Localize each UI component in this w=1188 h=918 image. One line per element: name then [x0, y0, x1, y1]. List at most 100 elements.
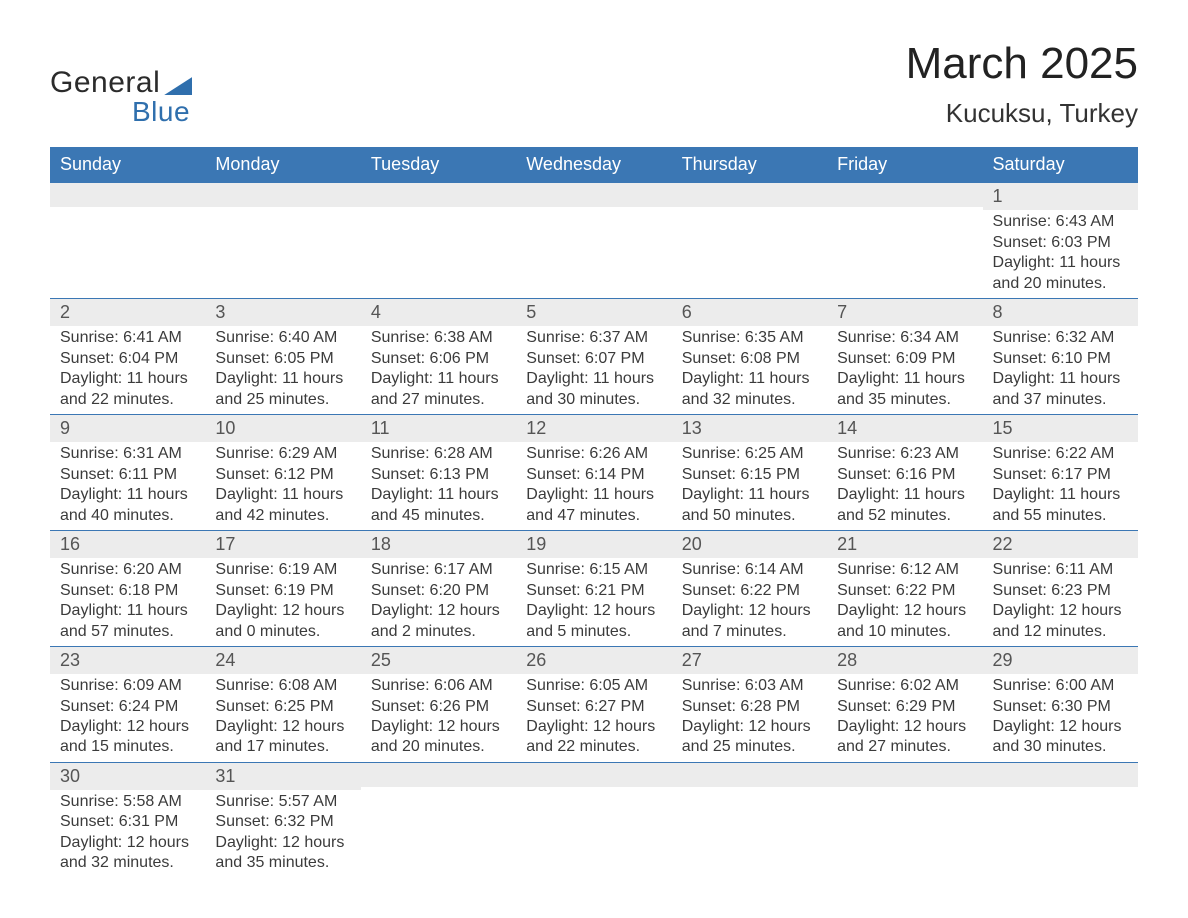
- day-number: 3: [205, 299, 360, 326]
- sunset-text: Sunset: 6:28 PM: [682, 697, 817, 717]
- calendar-cell: 18Sunrise: 6:17 AMSunset: 6:20 PMDayligh…: [361, 531, 516, 646]
- sunrise-text: Sunrise: 6:43 AM: [993, 212, 1128, 232]
- day-details: Sunrise: 6:08 AMSunset: 6:25 PMDaylight:…: [205, 674, 360, 762]
- daylight-text: and 12 minutes.: [993, 622, 1128, 642]
- weekday-saturday: Saturday: [983, 147, 1138, 183]
- sunrise-text: Sunrise: 6:06 AM: [371, 676, 506, 696]
- daylight-text: and 57 minutes.: [60, 622, 195, 642]
- day-number: [672, 183, 827, 207]
- day-number: 29: [983, 647, 1138, 674]
- day-number: [205, 183, 360, 207]
- day-number: 22: [983, 531, 1138, 558]
- day-number: 12: [516, 415, 671, 442]
- sunset-text: Sunset: 6:25 PM: [215, 697, 350, 717]
- day-number: 1: [983, 183, 1138, 210]
- daylight-text: and 2 minutes.: [371, 622, 506, 642]
- calendar-cell: 21Sunrise: 6:12 AMSunset: 6:22 PMDayligh…: [827, 531, 982, 646]
- daylight-text: and 40 minutes.: [60, 506, 195, 526]
- sunrise-text: Sunrise: 6:22 AM: [993, 444, 1128, 464]
- day-number: 7: [827, 299, 982, 326]
- day-details: Sunrise: 6:35 AMSunset: 6:08 PMDaylight:…: [672, 326, 827, 414]
- location-label: Kucuksu, Turkey: [906, 98, 1138, 129]
- day-number: 4: [361, 299, 516, 326]
- daylight-text: and 27 minutes.: [371, 390, 506, 410]
- day-details: [672, 787, 827, 793]
- day-details: Sunrise: 6:31 AMSunset: 6:11 PMDaylight:…: [50, 442, 205, 530]
- sunrise-text: Sunrise: 6:29 AM: [215, 444, 350, 464]
- header: General Blue March 2025 Kucuksu, Turkey: [50, 40, 1138, 129]
- day-number: [983, 763, 1138, 787]
- day-number: 25: [361, 647, 516, 674]
- daylight-text: Daylight: 12 hours: [526, 601, 661, 621]
- calendar-cell: [827, 183, 982, 298]
- day-details: Sunrise: 6:11 AMSunset: 6:23 PMDaylight:…: [983, 558, 1138, 646]
- sunrise-text: Sunrise: 6:14 AM: [682, 560, 817, 580]
- day-number: 14: [827, 415, 982, 442]
- brand-logo: General Blue: [50, 68, 192, 128]
- sunrise-text: Sunrise: 6:26 AM: [526, 444, 661, 464]
- calendar-row: 30Sunrise: 5:58 AMSunset: 6:31 PMDayligh…: [50, 762, 1138, 878]
- sunset-text: Sunset: 6:17 PM: [993, 465, 1128, 485]
- daylight-text: Daylight: 11 hours: [60, 369, 195, 389]
- sunrise-text: Sunrise: 6:12 AM: [837, 560, 972, 580]
- sunset-text: Sunset: 6:05 PM: [215, 349, 350, 369]
- daylight-text: Daylight: 11 hours: [60, 485, 195, 505]
- calendar-row: 2Sunrise: 6:41 AMSunset: 6:04 PMDaylight…: [50, 298, 1138, 414]
- calendar-cell: 9Sunrise: 6:31 AMSunset: 6:11 PMDaylight…: [50, 415, 205, 530]
- sunrise-text: Sunrise: 5:57 AM: [215, 792, 350, 812]
- daylight-text: Daylight: 11 hours: [526, 485, 661, 505]
- sunset-text: Sunset: 6:15 PM: [682, 465, 817, 485]
- sunrise-text: Sunrise: 6:41 AM: [60, 328, 195, 348]
- daylight-text: and 47 minutes.: [526, 506, 661, 526]
- brand-blue: Blue: [132, 96, 190, 128]
- day-details: Sunrise: 6:23 AMSunset: 6:16 PMDaylight:…: [827, 442, 982, 530]
- sunset-text: Sunset: 6:09 PM: [837, 349, 972, 369]
- day-details: Sunrise: 6:40 AMSunset: 6:05 PMDaylight:…: [205, 326, 360, 414]
- day-number: 30: [50, 763, 205, 790]
- day-details: Sunrise: 6:20 AMSunset: 6:18 PMDaylight:…: [50, 558, 205, 646]
- sunset-text: Sunset: 6:26 PM: [371, 697, 506, 717]
- day-details: Sunrise: 6:12 AMSunset: 6:22 PMDaylight:…: [827, 558, 982, 646]
- day-details: Sunrise: 6:14 AMSunset: 6:22 PMDaylight:…: [672, 558, 827, 646]
- daylight-text: and 20 minutes.: [371, 737, 506, 757]
- calendar-cell: [361, 183, 516, 298]
- day-number: [827, 183, 982, 207]
- calendar-cell: 7Sunrise: 6:34 AMSunset: 6:09 PMDaylight…: [827, 299, 982, 414]
- title-block: March 2025 Kucuksu, Turkey: [906, 40, 1138, 129]
- daylight-text: Daylight: 11 hours: [993, 253, 1128, 273]
- daylight-text: and 15 minutes.: [60, 737, 195, 757]
- daylight-text: Daylight: 12 hours: [60, 717, 195, 737]
- sunset-text: Sunset: 6:23 PM: [993, 581, 1128, 601]
- sunset-text: Sunset: 6:08 PM: [682, 349, 817, 369]
- daylight-text: Daylight: 12 hours: [215, 717, 350, 737]
- sunset-text: Sunset: 6:04 PM: [60, 349, 195, 369]
- day-details: Sunrise: 6:06 AMSunset: 6:26 PMDaylight:…: [361, 674, 516, 762]
- daylight-text: Daylight: 11 hours: [993, 485, 1128, 505]
- sunrise-text: Sunrise: 6:35 AM: [682, 328, 817, 348]
- sunset-text: Sunset: 6:31 PM: [60, 812, 195, 832]
- calendar-cell: 1Sunrise: 6:43 AMSunset: 6:03 PMDaylight…: [983, 183, 1138, 298]
- day-details: Sunrise: 6:17 AMSunset: 6:20 PMDaylight:…: [361, 558, 516, 646]
- day-details: Sunrise: 6:19 AMSunset: 6:19 PMDaylight:…: [205, 558, 360, 646]
- day-number: [827, 763, 982, 787]
- daylight-text: and 30 minutes.: [526, 390, 661, 410]
- sunrise-text: Sunrise: 6:09 AM: [60, 676, 195, 696]
- daylight-text: Daylight: 12 hours: [682, 601, 817, 621]
- sunrise-text: Sunrise: 6:40 AM: [215, 328, 350, 348]
- day-details: Sunrise: 6:37 AMSunset: 6:07 PMDaylight:…: [516, 326, 671, 414]
- daylight-text: Daylight: 12 hours: [682, 717, 817, 737]
- day-details: Sunrise: 6:02 AMSunset: 6:29 PMDaylight:…: [827, 674, 982, 762]
- daylight-text: Daylight: 12 hours: [371, 717, 506, 737]
- daylight-text: and 35 minutes.: [837, 390, 972, 410]
- sunrise-text: Sunrise: 6:31 AM: [60, 444, 195, 464]
- calendar: Sunday Monday Tuesday Wednesday Thursday…: [50, 147, 1138, 877]
- sunrise-text: Sunrise: 6:25 AM: [682, 444, 817, 464]
- day-number: 17: [205, 531, 360, 558]
- sunset-text: Sunset: 6:10 PM: [993, 349, 1128, 369]
- daylight-text: Daylight: 11 hours: [371, 485, 506, 505]
- daylight-text: Daylight: 12 hours: [60, 833, 195, 853]
- day-details: [672, 207, 827, 213]
- sunset-text: Sunset: 6:11 PM: [60, 465, 195, 485]
- day-number: [516, 763, 671, 787]
- calendar-cell: 29Sunrise: 6:00 AMSunset: 6:30 PMDayligh…: [983, 647, 1138, 762]
